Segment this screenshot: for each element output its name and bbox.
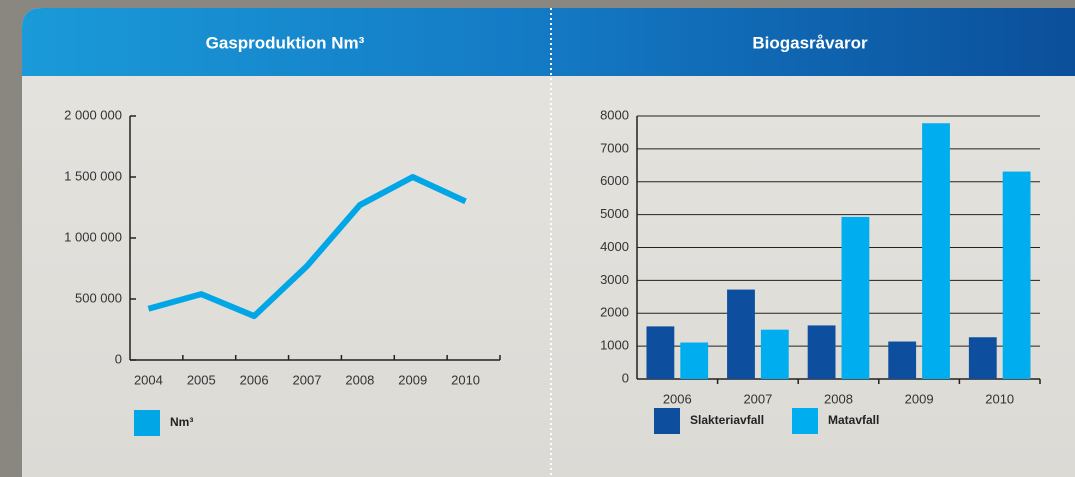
chart-title: Biogasråvaror: [752, 33, 868, 52]
x-tick-label: 2005: [187, 372, 216, 387]
bar: [727, 289, 755, 379]
header-band: [22, 8, 1075, 76]
x-tick-label: 2009: [905, 391, 934, 406]
x-tick-label: 2008: [824, 391, 853, 406]
y-tick-label: 5000: [600, 206, 629, 221]
x-tick-label: 2006: [663, 391, 692, 406]
x-tick-label: 2009: [398, 372, 427, 387]
bar: [760, 329, 789, 379]
x-tick-label: 2007: [743, 391, 772, 406]
y-tick-label: 7000: [600, 140, 629, 155]
y-tick-label: 0: [115, 351, 122, 366]
chart-title: Gasproduktion Nm³: [206, 33, 365, 52]
y-tick-label: 2 000 000: [64, 107, 122, 122]
legend-swatch: [654, 408, 680, 434]
x-tick-label: 2010: [451, 372, 480, 387]
y-tick-label: 4000: [600, 239, 629, 254]
legend-swatch: [134, 410, 160, 436]
legend-label: Nm³: [170, 415, 193, 429]
legend-label: Slakteriavfall: [690, 413, 764, 427]
y-tick-label: 2000: [600, 305, 629, 320]
bar: [888, 341, 917, 379]
x-tick-label: 2008: [345, 372, 374, 387]
y-tick-label: 1 000 000: [64, 229, 122, 244]
bar: [841, 216, 870, 379]
legend-swatch: [792, 408, 818, 434]
bar: [646, 326, 675, 379]
bar: [1002, 171, 1031, 379]
y-tick-label: 1 500 000: [64, 168, 122, 183]
y-tick-label: 3000: [600, 272, 629, 287]
bar: [968, 337, 997, 379]
x-tick-label: 2010: [985, 391, 1014, 406]
x-tick-label: 2007: [293, 372, 322, 387]
bar: [807, 325, 836, 379]
y-tick-label: 6000: [600, 173, 629, 188]
legend-label: Matavfall: [828, 413, 879, 427]
panel: [22, 8, 1075, 477]
y-tick-label: 500 000: [75, 290, 122, 305]
x-tick-label: 2004: [134, 372, 163, 387]
y-tick-label: 0: [622, 370, 629, 385]
bar: [922, 123, 950, 379]
line-series: [147, 174, 467, 320]
bar: [680, 342, 709, 379]
y-tick-label: 8000: [600, 107, 629, 122]
y-tick-label: 1000: [600, 338, 629, 353]
x-tick-label: 2006: [240, 372, 269, 387]
